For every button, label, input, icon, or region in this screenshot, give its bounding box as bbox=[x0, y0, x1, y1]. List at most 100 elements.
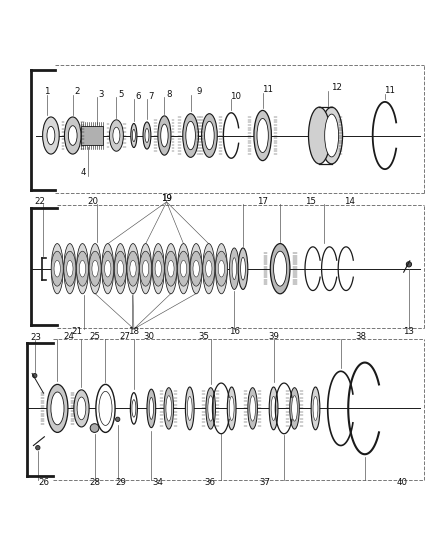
Text: 2: 2 bbox=[74, 87, 80, 96]
Ellipse shape bbox=[203, 244, 215, 294]
Ellipse shape bbox=[206, 387, 215, 429]
Ellipse shape bbox=[257, 118, 268, 152]
Ellipse shape bbox=[116, 417, 120, 422]
Text: 1: 1 bbox=[44, 87, 49, 96]
Text: 25: 25 bbox=[89, 332, 100, 341]
Text: 20: 20 bbox=[87, 197, 98, 206]
Ellipse shape bbox=[180, 261, 187, 277]
Ellipse shape bbox=[321, 107, 343, 164]
Ellipse shape bbox=[77, 397, 86, 420]
Ellipse shape bbox=[248, 387, 258, 429]
Text: 39: 39 bbox=[268, 332, 279, 341]
Ellipse shape bbox=[54, 261, 60, 277]
Ellipse shape bbox=[274, 251, 287, 286]
Ellipse shape bbox=[114, 251, 127, 286]
Ellipse shape bbox=[131, 393, 138, 424]
Ellipse shape bbox=[67, 261, 73, 277]
Text: 34: 34 bbox=[152, 478, 163, 487]
Ellipse shape bbox=[290, 387, 299, 429]
Text: 11: 11 bbox=[261, 85, 272, 94]
Ellipse shape bbox=[215, 251, 227, 286]
Ellipse shape bbox=[127, 251, 139, 286]
Text: 16: 16 bbox=[229, 327, 240, 336]
Text: 9: 9 bbox=[197, 87, 202, 96]
Ellipse shape bbox=[89, 251, 101, 286]
Ellipse shape bbox=[77, 244, 88, 294]
Ellipse shape bbox=[164, 387, 173, 429]
Ellipse shape bbox=[92, 261, 98, 277]
Ellipse shape bbox=[149, 398, 153, 419]
Text: 5: 5 bbox=[118, 90, 124, 99]
Text: 36: 36 bbox=[205, 478, 216, 487]
Ellipse shape bbox=[203, 251, 215, 286]
Ellipse shape bbox=[145, 128, 149, 142]
Ellipse shape bbox=[250, 395, 255, 421]
Text: 22: 22 bbox=[35, 197, 46, 206]
Ellipse shape bbox=[110, 120, 124, 151]
Ellipse shape bbox=[79, 261, 86, 277]
Ellipse shape bbox=[193, 261, 199, 277]
Text: 15: 15 bbox=[305, 197, 316, 206]
Text: 35: 35 bbox=[198, 332, 209, 341]
Ellipse shape bbox=[240, 257, 245, 280]
Text: 11: 11 bbox=[384, 86, 395, 95]
Ellipse shape bbox=[201, 114, 217, 157]
Ellipse shape bbox=[166, 395, 172, 421]
Ellipse shape bbox=[32, 374, 37, 378]
Ellipse shape bbox=[47, 126, 55, 144]
Ellipse shape bbox=[215, 244, 227, 294]
Ellipse shape bbox=[325, 114, 339, 157]
Ellipse shape bbox=[177, 251, 190, 286]
Ellipse shape bbox=[132, 130, 135, 142]
Text: 29: 29 bbox=[115, 478, 126, 487]
Ellipse shape bbox=[117, 261, 124, 277]
Ellipse shape bbox=[142, 261, 149, 277]
Text: 10: 10 bbox=[230, 92, 241, 101]
Ellipse shape bbox=[89, 244, 101, 294]
Text: 23: 23 bbox=[30, 333, 41, 342]
Ellipse shape bbox=[140, 244, 152, 294]
Ellipse shape bbox=[190, 251, 202, 286]
Ellipse shape bbox=[230, 248, 239, 289]
Text: 38: 38 bbox=[355, 332, 367, 341]
Ellipse shape bbox=[165, 244, 177, 294]
Ellipse shape bbox=[64, 251, 76, 286]
Ellipse shape bbox=[132, 400, 136, 417]
Ellipse shape bbox=[232, 258, 237, 280]
Ellipse shape bbox=[165, 251, 177, 286]
Ellipse shape bbox=[113, 127, 120, 144]
Ellipse shape bbox=[140, 251, 152, 286]
Ellipse shape bbox=[406, 262, 412, 267]
Ellipse shape bbox=[99, 391, 112, 425]
Ellipse shape bbox=[161, 124, 168, 147]
Ellipse shape bbox=[158, 116, 171, 155]
Ellipse shape bbox=[51, 244, 63, 294]
Ellipse shape bbox=[205, 261, 212, 277]
Ellipse shape bbox=[308, 107, 330, 164]
Ellipse shape bbox=[190, 244, 202, 294]
Text: 3: 3 bbox=[99, 90, 104, 99]
Ellipse shape bbox=[102, 244, 114, 294]
Text: 28: 28 bbox=[89, 478, 100, 487]
Ellipse shape bbox=[227, 387, 236, 430]
Ellipse shape bbox=[143, 122, 151, 149]
Ellipse shape bbox=[51, 251, 63, 286]
Ellipse shape bbox=[74, 390, 89, 427]
Text: 12: 12 bbox=[332, 83, 343, 92]
Ellipse shape bbox=[185, 387, 194, 430]
Ellipse shape bbox=[187, 397, 192, 421]
Ellipse shape bbox=[127, 244, 139, 294]
Ellipse shape bbox=[229, 397, 234, 421]
Ellipse shape bbox=[183, 114, 198, 157]
Ellipse shape bbox=[102, 251, 114, 286]
Ellipse shape bbox=[168, 261, 174, 277]
Ellipse shape bbox=[64, 244, 76, 294]
Text: 6: 6 bbox=[135, 92, 141, 101]
Ellipse shape bbox=[205, 122, 214, 150]
Ellipse shape bbox=[313, 397, 318, 421]
Text: 18: 18 bbox=[128, 327, 139, 336]
Ellipse shape bbox=[271, 397, 276, 421]
Ellipse shape bbox=[114, 244, 127, 294]
Ellipse shape bbox=[47, 384, 68, 432]
Ellipse shape bbox=[35, 446, 40, 450]
